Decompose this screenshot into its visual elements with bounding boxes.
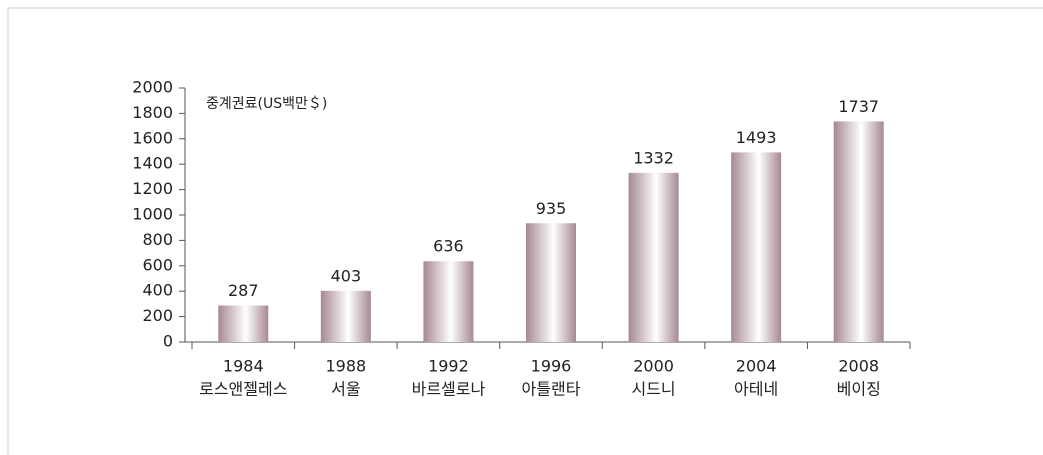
bar	[628, 172, 679, 342]
x-tick-label: 1996	[531, 357, 572, 376]
x-tick-sublabel: 아테네	[734, 380, 778, 399]
data-label: 1332	[633, 148, 674, 167]
y-tick-label: 1200	[132, 179, 173, 198]
y-axis-label: 중계권료(US백만＄)	[206, 96, 327, 112]
y-tick-label: 1800	[132, 103, 173, 122]
data-label: 1737	[838, 97, 879, 116]
y-tick-label: 200	[142, 306, 173, 325]
y-tick-label: 800	[142, 230, 173, 249]
x-tick-sublabel: 아틀랜타	[522, 380, 581, 399]
x-tick-label: 2008	[838, 357, 879, 376]
y-tick-label: 2000	[132, 78, 173, 97]
data-label: 1493	[736, 128, 777, 147]
frame	[7, 7, 1043, 455]
data-label: 287	[228, 281, 259, 300]
x-tick-label: 2004	[736, 357, 777, 376]
y-tick-label: 1600	[132, 128, 173, 147]
x-tick-label: 1988	[325, 357, 366, 376]
y-tick-label: 1400	[132, 154, 173, 173]
y-tick-label: 0	[163, 332, 173, 351]
y-tick-label: 600	[142, 255, 173, 274]
x-tick-sublabel: 바르셀로나	[412, 380, 486, 399]
bar	[218, 305, 269, 342]
x-tick-label: 1992	[428, 357, 469, 376]
bar	[526, 223, 576, 342]
bar	[423, 261, 474, 342]
bar	[320, 290, 371, 342]
x-tick-label: 1984	[223, 357, 264, 376]
bar	[731, 152, 782, 342]
y-tick-label: 400	[142, 281, 173, 300]
data-label: 935	[536, 199, 567, 218]
x-tick-sublabel: 로스앤젤레스	[199, 380, 287, 399]
x-tick-label: 2000	[633, 357, 674, 376]
data-label: 636	[433, 237, 464, 256]
x-tick-sublabel: 시드니	[631, 380, 675, 399]
y-tick-label: 1000	[132, 205, 173, 224]
x-tick-sublabel: 베이징	[837, 380, 881, 399]
x-tick-sublabel: 서울	[331, 380, 360, 399]
bar	[833, 121, 884, 342]
data-label: 403	[331, 266, 362, 285]
